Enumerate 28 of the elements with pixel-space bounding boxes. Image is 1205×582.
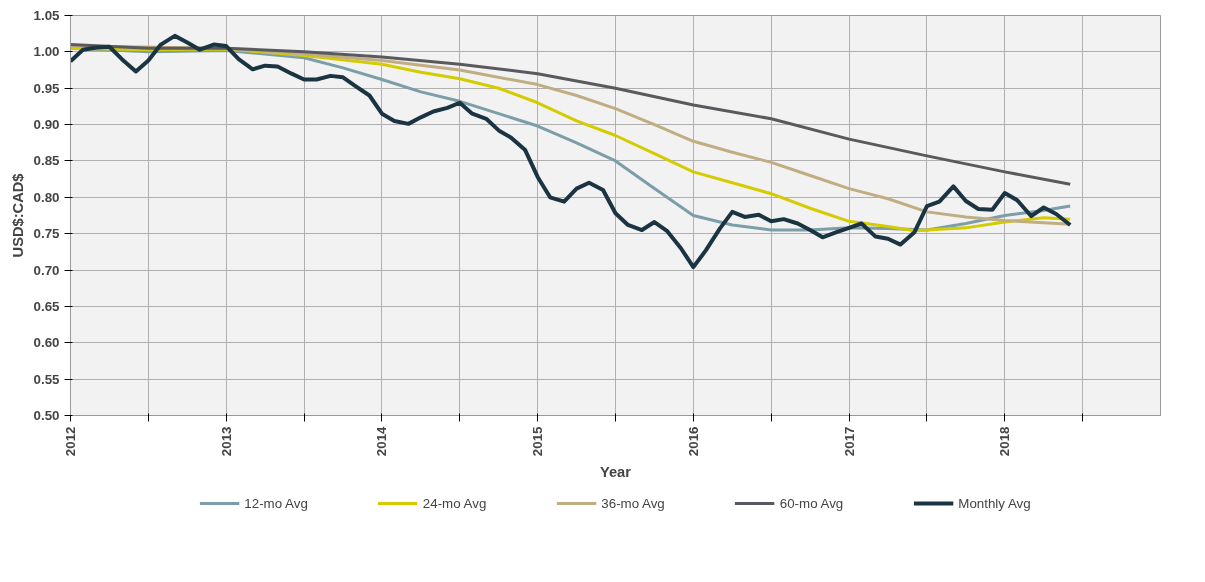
y-tick-label: 0.65 bbox=[33, 298, 61, 314]
x-axis-title: Year bbox=[600, 464, 632, 481]
y-tick-label: 1.00 bbox=[33, 44, 60, 60]
y-tick-label: 0.55 bbox=[33, 371, 61, 387]
x-tick-label: 2017 bbox=[841, 426, 857, 457]
legend-label: 36-mo Avg bbox=[601, 495, 665, 511]
y-tick-label: 0.70 bbox=[33, 262, 60, 278]
legend-label: 12-mo Avg bbox=[244, 495, 308, 511]
y-tick-label: 1.05 bbox=[33, 8, 61, 23]
x-tick-label: 2015 bbox=[530, 425, 546, 457]
x-tick-label: 2013 bbox=[218, 426, 234, 457]
line-series bbox=[70, 33, 1073, 270]
y-tick-label: 0.80 bbox=[33, 189, 60, 205]
y-tick-label: 0.85 bbox=[33, 153, 61, 169]
y-tick-label: 0.50 bbox=[33, 408, 60, 423]
y-axis-title: USD$:CAD$ bbox=[9, 173, 26, 258]
legend-label: 24-mo Avg bbox=[422, 495, 487, 511]
x-tick-label: 2014 bbox=[374, 425, 390, 457]
line-series bbox=[70, 43, 1072, 186]
x-tick-label: 2016 bbox=[685, 426, 701, 457]
y-tick-label: 0.60 bbox=[33, 335, 60, 351]
y-tick-label: 0.95 bbox=[33, 80, 61, 96]
y-tick-label: 0.75 bbox=[33, 226, 61, 242]
y-tick-label: 0.90 bbox=[33, 117, 60, 133]
x-tick-label: 2018 bbox=[997, 426, 1013, 457]
x-tick-label: 2012 bbox=[63, 426, 78, 457]
legend-label: 60-mo Avg bbox=[779, 495, 844, 511]
legend-label: Monthly Avg bbox=[958, 495, 1031, 511]
